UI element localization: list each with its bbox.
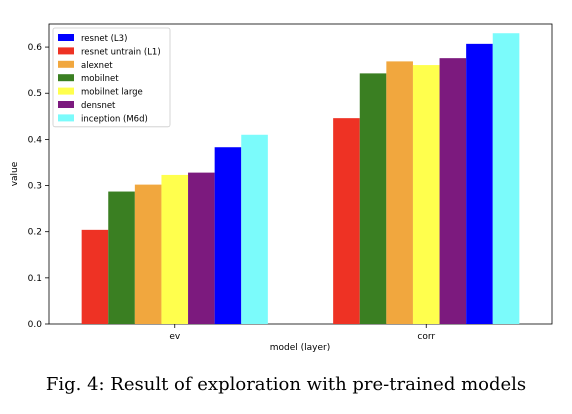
bar-mobilnet-corr bbox=[359, 73, 387, 324]
y-tick-label: 0.2 bbox=[28, 228, 42, 238]
legend-swatch bbox=[58, 74, 74, 82]
y-axis-label: value bbox=[10, 161, 20, 186]
legend-swatch bbox=[58, 34, 74, 41]
y-tick-label: 0.3 bbox=[28, 182, 42, 192]
bar-chart: 0.0 0.1 0.2 0.3 0.4 0.5 0.6 ev corr model (laye… bbox=[10, 23, 553, 353]
legend-frame bbox=[52, 27, 171, 128]
x-axis: ev corr bbox=[169, 324, 435, 342]
y-tick-label: 0.0 bbox=[28, 320, 43, 330]
x-axis-label: model (layer) bbox=[270, 343, 331, 353]
figure-caption: Fig. 4: Result of exploration with pre-t… bbox=[45, 374, 527, 395]
y-tick-label: 0.6 bbox=[28, 43, 43, 53]
bar-inception-m6d-ev bbox=[241, 134, 268, 324]
legend-swatch bbox=[58, 60, 74, 68]
bar-resnet-l3-ev bbox=[214, 147, 242, 324]
bar-resnet-l3-corr bbox=[466, 43, 493, 324]
x-tick-label-ev: ev bbox=[169, 332, 181, 342]
bar-alexnet-ev bbox=[134, 184, 162, 324]
bar-mobilnet-ev bbox=[108, 191, 135, 324]
bar-resnet-untrain-l1-corr bbox=[333, 118, 360, 325]
legend-label: mobilnet bbox=[81, 74, 119, 84]
legend-label: resnet untrain (L1) bbox=[81, 47, 161, 57]
y-tick-label: 0.4 bbox=[28, 135, 43, 145]
bars-group bbox=[81, 33, 520, 325]
bar-densnet-corr bbox=[439, 58, 467, 325]
legend-label: densnet bbox=[81, 101, 116, 111]
bar-alexnet-corr bbox=[386, 61, 413, 325]
bar-densnet-ev bbox=[188, 172, 215, 324]
x-tick-label-corr: corr bbox=[417, 332, 435, 342]
legend-swatch bbox=[58, 87, 74, 95]
legend-label: inception (M6d) bbox=[81, 114, 148, 124]
legend-label: alexnet bbox=[81, 61, 113, 71]
y-tick-label: 0.1 bbox=[28, 274, 42, 284]
legend-swatch bbox=[58, 101, 74, 108]
legend: resnet (L3) resnet untrain (L1) alexnet mob… bbox=[52, 27, 171, 128]
bar-inception-m6d-corr bbox=[492, 33, 520, 324]
bar-mobilnet-large-corr bbox=[412, 65, 440, 325]
y-tick-label: 0.5 bbox=[28, 89, 42, 99]
legend-label: resnet (L3) bbox=[81, 34, 127, 44]
y-axis: 0.0 0.1 0.2 0.3 0.4 0.5 0.6 bbox=[28, 43, 49, 330]
legend-swatch bbox=[58, 47, 74, 55]
bar-mobilnet-large-ev bbox=[161, 174, 189, 324]
bar-resnet-untrain-l1-ev bbox=[81, 229, 109, 324]
legend-label: mobilnet large bbox=[81, 88, 143, 98]
legend-swatch bbox=[58, 114, 74, 122]
